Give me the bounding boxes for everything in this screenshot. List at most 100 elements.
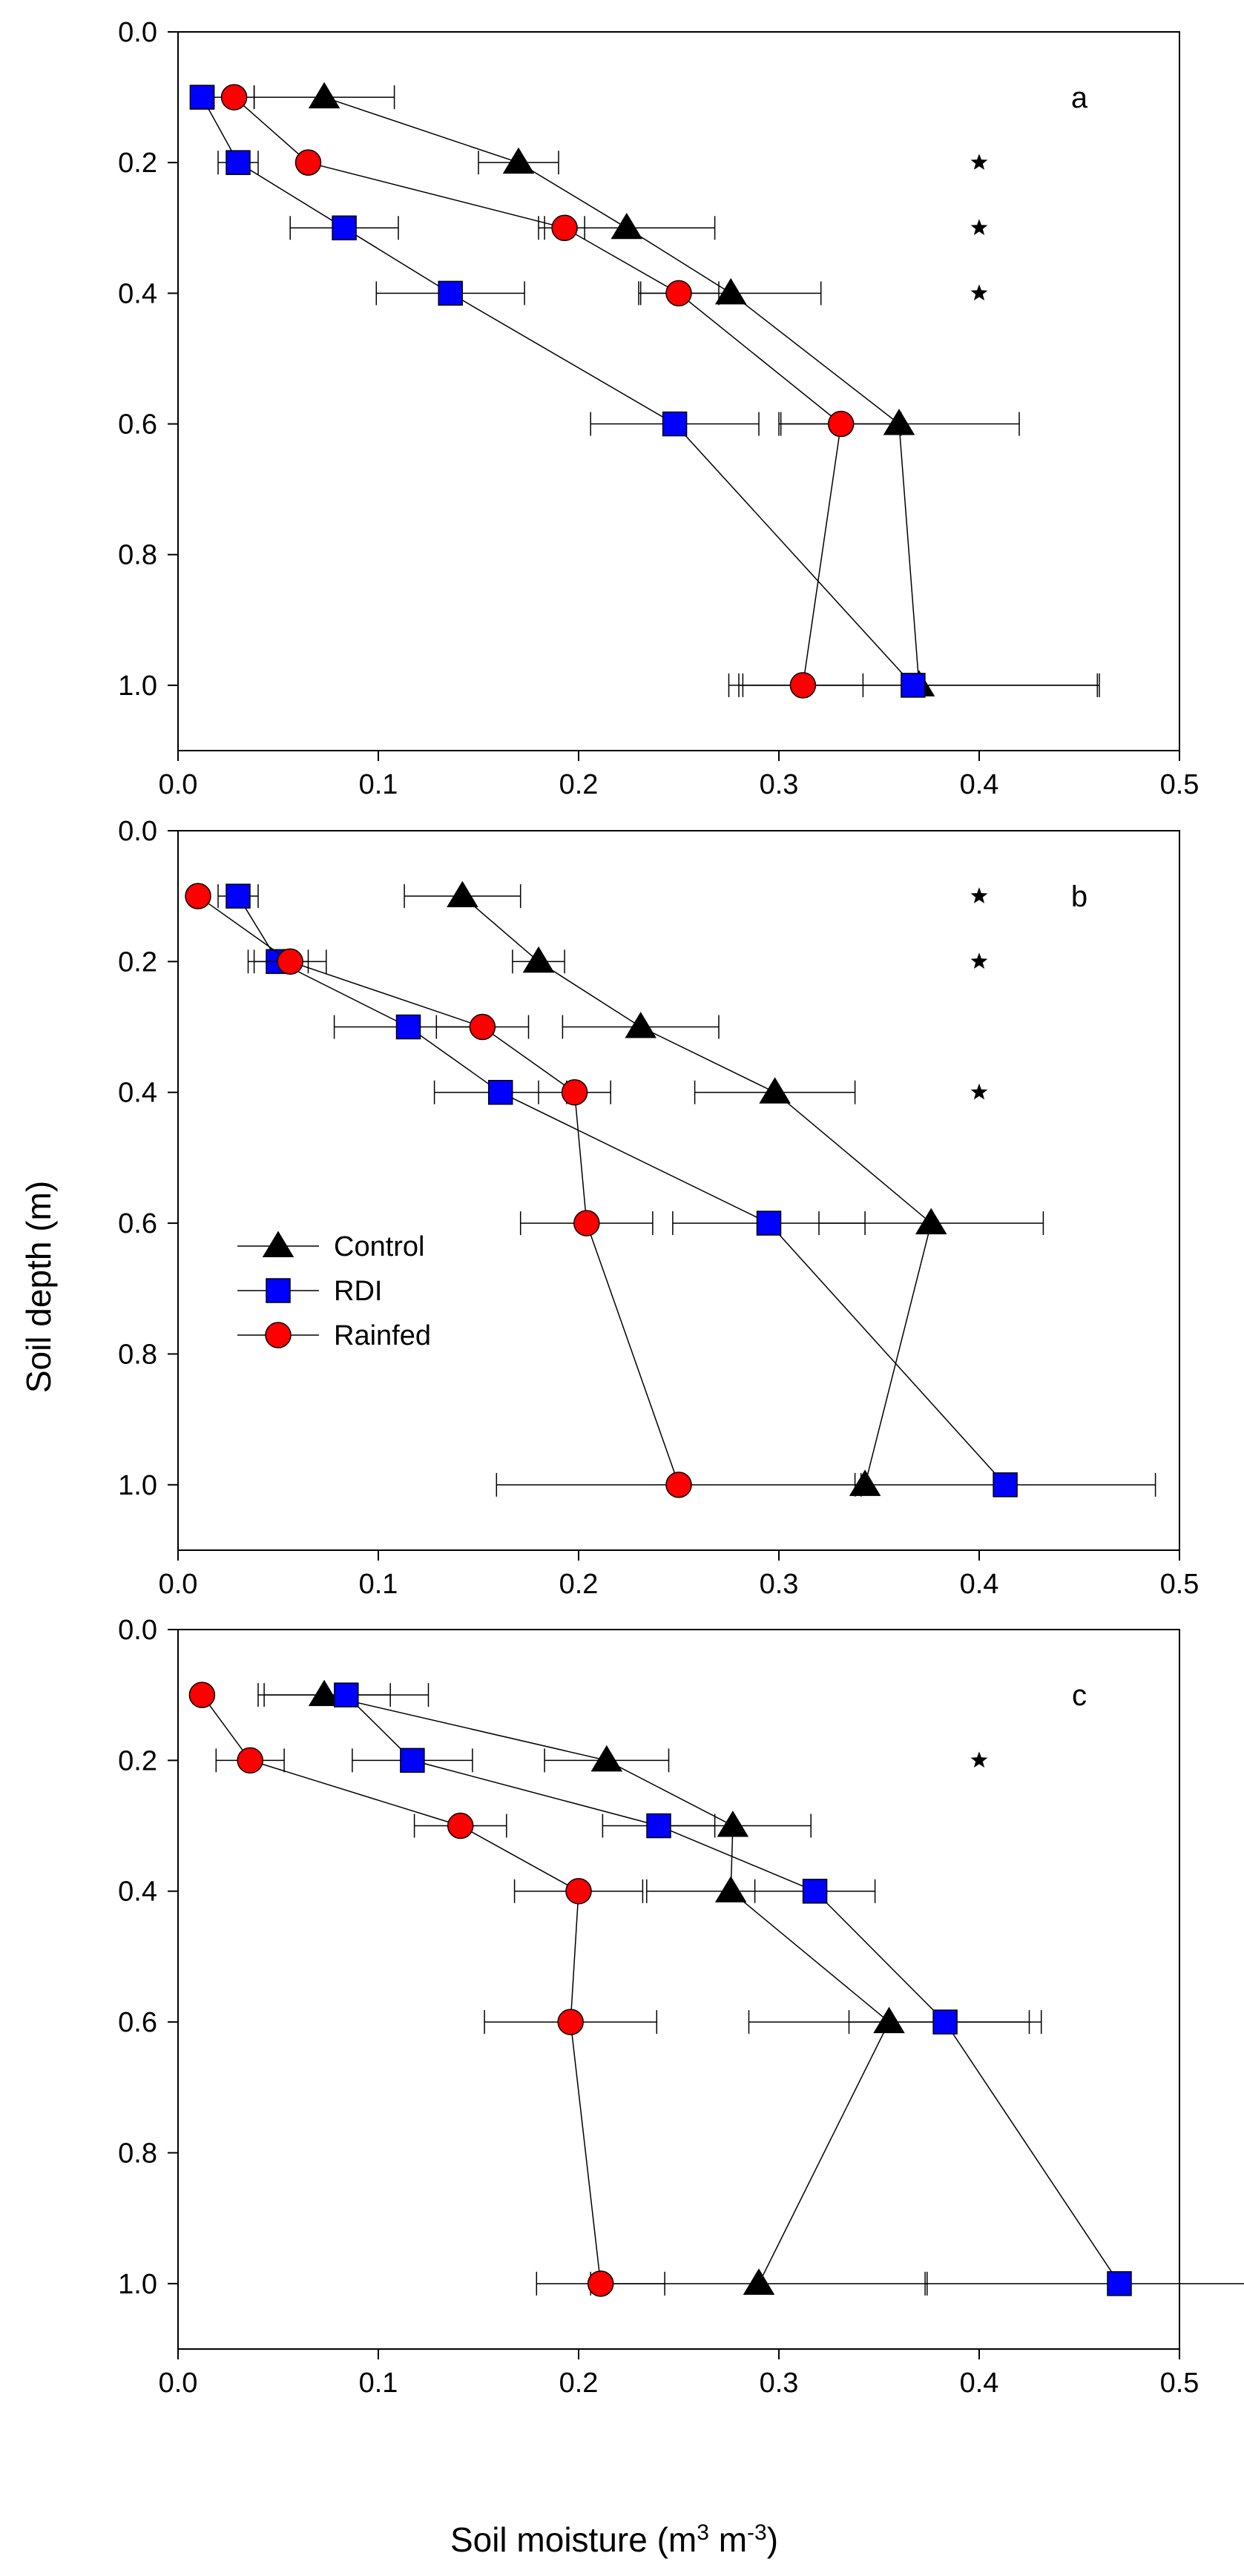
x-tick-label: 0.5 (1160, 1569, 1199, 1600)
panel-letter: a (1071, 82, 1088, 114)
data-point (625, 1012, 656, 1038)
data-point (277, 948, 303, 975)
data-point (849, 1469, 881, 1496)
data-point (743, 2268, 775, 2295)
data-point (611, 212, 643, 240)
x-tick-label: 0.1 (359, 1569, 398, 1600)
series-line (197, 895, 679, 1486)
legend-marker (265, 1322, 292, 1348)
legend-marker (266, 1278, 291, 1303)
x-axis-title-mid: m (709, 2520, 747, 2559)
data-point (561, 1078, 588, 1106)
series-rdi (189, 85, 1099, 698)
y-tick-label: 0.6 (118, 409, 157, 441)
y-tick-label: 1.0 (118, 1470, 157, 1501)
data-point (226, 150, 251, 175)
x-tick-label: 0.2 (559, 769, 599, 800)
plot-frame (177, 1629, 1180, 2350)
data-point (438, 280, 463, 306)
data-point (717, 1811, 749, 1837)
data-point (220, 84, 248, 111)
significance-star (970, 1751, 988, 1768)
y-tick-label: 0.0 (118, 1615, 157, 1646)
x-axis-title-main: Soil moisture (m (450, 2520, 697, 2559)
x-tick-label: 0.0 (159, 769, 198, 800)
data-point (993, 1472, 1018, 1498)
data-point (447, 880, 478, 908)
data-point (557, 2009, 584, 2035)
legend-marker (262, 1231, 294, 1257)
x-tick-label: 0.3 (760, 1569, 799, 1600)
series-line (201, 96, 914, 686)
series-rainfed (188, 1681, 665, 2297)
data-point (188, 1681, 216, 1708)
series-line (201, 1694, 602, 2284)
series-line (234, 96, 842, 686)
data-point (932, 2009, 958, 2035)
data-point (487, 1079, 513, 1105)
data-point (901, 673, 926, 698)
chart-panel-a: 0.0 0.1 0.2 0.3 0.4 0.5 0.0 0.2 0.4 0.6 0.8 1.0 a (118, 17, 1199, 800)
legend-item-rdi: RDI (237, 1276, 382, 1307)
chart-panel-b: 0.0 0.1 0.2 0.3 0.4 0.5 0.0 0.2 0.4 0.6 0.8 1.0 b (118, 816, 1199, 1600)
data-point (308, 1679, 340, 1707)
series-rainfed (185, 883, 862, 1498)
y-tick-label: 0.4 (118, 1877, 157, 1908)
data-point (662, 411, 688, 437)
data-point (665, 1472, 692, 1498)
y-tick-label: 0.6 (118, 1208, 157, 1239)
data-point (873, 2006, 905, 2034)
data-point (189, 85, 215, 110)
series-control (404, 880, 1044, 1496)
data-point (502, 147, 535, 174)
y-tick-label: 0.8 (118, 2138, 157, 2169)
x-tick-label: 0.5 (1160, 2368, 1199, 2399)
y-tick-label: 1.0 (118, 2269, 157, 2300)
data-point (587, 2270, 614, 2297)
significance-star (970, 219, 988, 235)
data-point (714, 277, 747, 305)
y-tick-label: 1.0 (118, 671, 157, 702)
data-point (573, 1210, 600, 1236)
data-point (1107, 2271, 1132, 2296)
x-tick-label: 0.4 (960, 769, 999, 800)
legend-item-control: Control (237, 1231, 425, 1262)
significance-star (970, 284, 988, 301)
y-tick-label: 0.4 (118, 1078, 157, 1109)
x-tick-label: 0.0 (159, 2368, 198, 2399)
data-point (756, 1210, 782, 1236)
data-point (590, 1745, 623, 1772)
data-point (447, 1812, 474, 1839)
data-point (237, 1747, 263, 1774)
data-point (294, 149, 322, 176)
x-tick-label: 0.3 (760, 769, 799, 800)
data-point (915, 1208, 947, 1235)
series-line (461, 895, 932, 1485)
x-tick-label: 0.1 (359, 2368, 398, 2399)
significance-star (970, 887, 988, 903)
x-tick-label: 0.2 (559, 1569, 599, 1600)
x-tick-label: 0.4 (960, 1569, 999, 1600)
legend-label: Control (334, 1231, 425, 1262)
data-point (469, 1013, 496, 1041)
data-point (522, 946, 555, 973)
y-tick-label: 0.8 (118, 540, 157, 571)
data-point (565, 1877, 592, 1905)
plot-frame (177, 31, 1180, 751)
significance-star (970, 952, 988, 969)
series-control (253, 82, 1100, 697)
legend-label: Rainfed (334, 1320, 431, 1351)
y-tick-label: 0.8 (118, 1339, 157, 1370)
chart-panels: 0.0 0.1 0.2 0.3 0.4 0.5 0.0 0.2 0.4 0.6 0.8 1.0 a 0.0… (118, 17, 1244, 2399)
series-line (323, 96, 920, 685)
data-point (646, 1813, 671, 1839)
series-rainfed (213, 84, 902, 699)
data-point (827, 410, 855, 438)
data-point (802, 1878, 828, 1904)
y-tick-label: 0.2 (118, 148, 157, 179)
legend-item-rainfed: Rainfed (237, 1320, 431, 1351)
data-point (759, 1077, 791, 1104)
data-point (551, 214, 578, 242)
series-line (323, 1694, 890, 2285)
y-tick-label: 0.4 (118, 278, 157, 309)
